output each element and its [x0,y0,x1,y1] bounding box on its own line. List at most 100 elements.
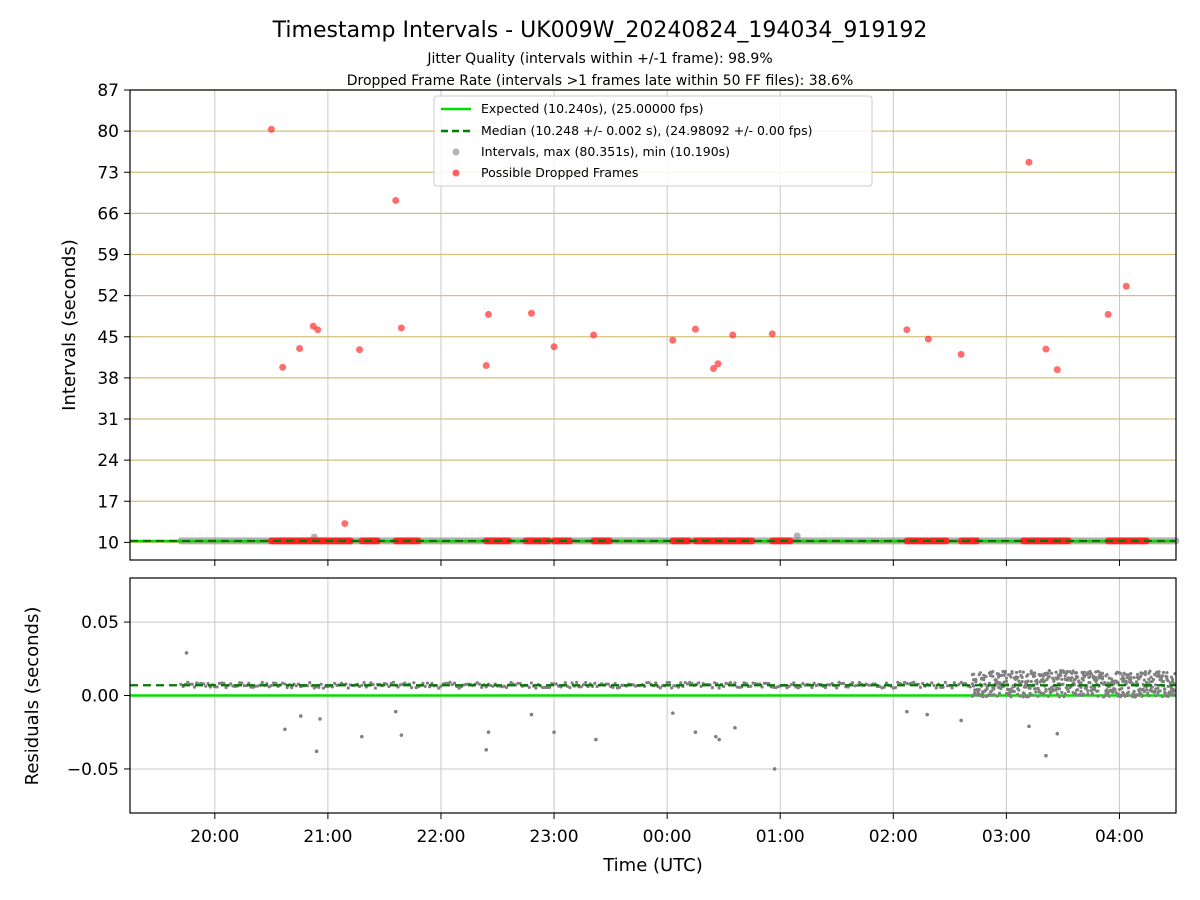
residual-point-86 [373,686,377,690]
top-ytick-label-1: 17 [97,492,119,512]
residual-point-271 [792,681,796,685]
residual-point-648 [1082,670,1087,674]
residual-point-352 [970,694,975,698]
residual-point-462 [1012,689,1016,694]
residual-point-646 [1081,692,1085,696]
dropped-point-26 [1104,310,1112,318]
residual-point-506 [1028,686,1032,690]
residual-point-312 [884,681,889,685]
residual-point-138 [491,684,495,688]
residual-point-28 [242,684,246,688]
residual-point-216 [667,680,671,685]
residual-outlier-9 [486,730,491,735]
dropped-cluster-6-point-7 [605,537,613,545]
residual-point-815 [1144,688,1149,692]
top-panel-frame [129,89,1177,561]
residual-point-173 [570,681,574,685]
residual-outlier-5 [360,734,364,739]
residual-point-671 [1090,691,1094,695]
residual-point-5 [190,682,194,686]
residual-point-85 [371,682,375,687]
residual-point-304 [866,683,871,687]
residual-point-782 [1132,676,1136,680]
residual-point-659 [1086,689,1090,693]
bottom-panel-yticks: 0.05 0.00 −0.05 [67,613,130,780]
residual-point-163 [547,685,552,690]
dropped-point-23 [1025,158,1033,166]
dropped-point-13 [590,331,598,339]
residual-point-91 [385,682,389,686]
residual-point-183 [593,681,597,685]
residual-point-678 [1094,675,1098,680]
dropped-point-9 [482,362,490,370]
top-ytick-label-7: 59 [97,246,119,266]
dropped-point-17 [714,360,722,368]
residual-point-109 [425,681,430,685]
residual-point-855 [1160,694,1165,699]
residual-outlier-7 [399,733,404,737]
residual-point-704 [1103,680,1107,685]
residual-outlier-20 [925,712,930,717]
bottom-ytick-label-0: 0.05 [81,613,119,633]
residual-point-469 [1014,670,1019,675]
residual-point-837 [1154,694,1158,698]
xtick-label-0: 20:00 [190,827,239,847]
residual-point-587 [1059,673,1063,677]
residual-point-647 [1081,678,1085,682]
top-ytick-label-4: 38 [97,369,119,389]
residual-point-206 [645,681,649,685]
residual-point-518 [1033,671,1037,675]
residual-point-369 [977,687,981,692]
residual-point-772 [1129,675,1133,679]
residual-point-663 [1088,674,1092,679]
residual-point-556 [1047,675,1051,679]
residual-point-383 [982,678,986,682]
residual-point-827 [1149,675,1153,679]
dropped-cluster-8-point-25 [748,537,756,545]
residual-point-583 [1057,687,1062,691]
residual-point-799 [1139,674,1143,678]
residual-outlier-18 [772,767,777,771]
residual-point-624 [1073,691,1077,695]
residual-point-230 [699,684,703,688]
dropped-point-8 [397,324,405,332]
residual-point-3 [186,680,190,684]
residual-point-16 [215,685,219,689]
residual-point-162 [545,685,549,690]
residual-point-517 [1033,674,1037,678]
xtick-label-3: 23:00 [530,827,579,847]
residual-point-238 [717,686,721,690]
dropped-point-22 [957,350,965,358]
residual-point-869 [1165,671,1169,675]
residual-point-155 [529,681,534,685]
dropped-point-12 [550,343,558,351]
residual-point-854 [1159,677,1163,681]
residual-point-378 [981,695,985,699]
residual-point-442 [1004,679,1008,683]
legend: Expected (10.240s), (25.00000 fps) Media… [433,95,873,187]
residual-point-675 [1092,685,1097,689]
top-ytick-label-8: 66 [97,204,119,224]
residual-point-719 [1108,688,1113,692]
residual-point-154 [527,685,531,689]
xtick-label-8: 04:00 [1095,827,1144,847]
residual-point-836 [1152,690,1157,694]
residual-point-747 [1120,686,1124,691]
residual-point-80 [360,683,364,687]
residual-point-475 [1017,688,1021,692]
residual-point-338 [943,680,947,684]
residual-point-229 [697,681,701,685]
x-axis-ticks: 20:00 21:00 22:00 23:00 00:00 01:00 02:00 03:00… [190,560,1144,847]
residual-point-178 [581,683,586,687]
dropped-cluster-5-point-7 [566,537,574,545]
residual-point-146 [509,680,513,685]
residual-outlier-10 [529,712,534,717]
residual-point-297 [850,681,855,685]
residual-point-443 [1004,676,1008,680]
bottom-panel-ylabel: Residuals (seconds) [22,607,43,786]
top-ytick-label-10: 80 [97,122,119,142]
dropped-point-7 [392,196,400,204]
residual-outlier-8 [484,748,489,752]
residual-point-803 [1140,694,1144,698]
residual-point-385 [983,682,987,686]
